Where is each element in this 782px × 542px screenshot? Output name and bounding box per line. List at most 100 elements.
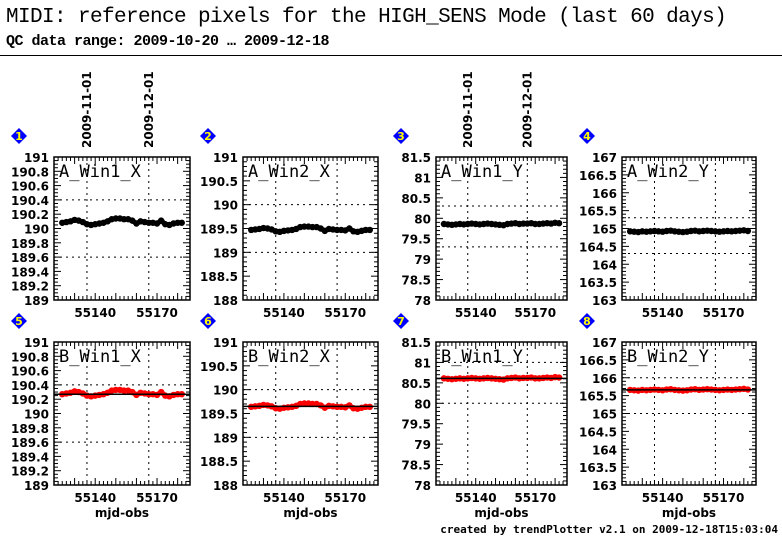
y-tick-label: 190: [213, 199, 238, 213]
plot-frame: [435, 156, 568, 301]
panel-badge-number: 3: [397, 130, 405, 143]
data-point: [555, 374, 563, 381]
x-axis-label: mjd-obs: [283, 506, 337, 520]
y-tick-label: 190.8: [11, 350, 49, 364]
badge-diamond-icon: [393, 313, 409, 329]
y-tick-label: 190: [24, 408, 49, 422]
y-tick-label: 189.8: [11, 422, 49, 436]
y-tick-label: 166: [592, 187, 617, 201]
y-tick-label: 163: [592, 479, 617, 493]
badge-diamond-icon: [200, 313, 216, 329]
y-tick-label: 188.5: [200, 270, 238, 284]
y-tick-label: 190.8: [11, 165, 49, 179]
x-tick-label: 55170: [136, 306, 178, 320]
y-tick-label: 165.5: [579, 205, 617, 219]
panel-label: A_Win2_X: [248, 162, 331, 182]
x-tick-label: 55140: [455, 306, 497, 320]
x-axis-label: mjd-obs: [474, 506, 528, 520]
y-tick-label: 80: [414, 212, 431, 226]
y-tick-label: 165: [592, 223, 617, 237]
y-tick-label: 78.5: [401, 459, 431, 473]
y-tick-label: 165.5: [579, 390, 617, 404]
y-tick-label: 188: [213, 294, 238, 308]
x-axis-label: mjd-obs: [662, 506, 716, 520]
y-tick-label: 188.5: [200, 455, 238, 469]
badge-diamond-icon: [11, 313, 27, 329]
panel-badge-number: 8: [583, 315, 591, 328]
x-tick-label: 55170: [324, 491, 366, 505]
y-tick-label: 81: [414, 171, 431, 185]
data-point: [555, 219, 563, 227]
y-tick-label: 191: [213, 336, 238, 350]
panel-label: A_Win1_Y: [441, 162, 523, 182]
panel-badge-number: 4: [583, 130, 591, 143]
y-tick-label: 190: [24, 223, 49, 237]
badge-diamond-icon: [579, 128, 595, 144]
y-tick-label: 189: [213, 246, 238, 260]
y-tick-label: 191: [24, 336, 49, 350]
panel-label: B_Win1_Y: [441, 347, 523, 367]
panel-b-win1-y: 7 78 78.5 79 79.5 80 80.5 81 81.5 55140 55170mjd-o…: [393, 313, 568, 520]
x-tick-label: 55170: [324, 306, 366, 320]
y-tick-label: 191: [213, 151, 238, 165]
panel-badge-number: 7: [397, 315, 405, 328]
panel-label: B_Win1_X: [59, 347, 142, 367]
y-tick-label: 80: [414, 397, 431, 411]
y-tick-label: 165: [592, 408, 617, 422]
y-tick-label: 189: [213, 431, 238, 445]
data-point: [744, 227, 752, 235]
y-tick-label: 189.5: [200, 223, 238, 237]
x-tick-label: 55170: [703, 306, 745, 320]
panel-label: B_Win2_Y: [627, 347, 709, 367]
y-tick-label: 189.4: [11, 265, 49, 279]
y-tick-label: 188: [213, 479, 238, 493]
badge-diamond-icon: [579, 313, 595, 329]
panel-label: A_Win1_X: [59, 162, 142, 182]
y-tick-label: 190: [213, 384, 238, 398]
date-marker-label: 2009-12-01: [142, 71, 156, 148]
y-tick-label: 163.5: [579, 276, 617, 290]
y-tick-label: 78: [414, 294, 431, 308]
badge-diamond-icon: [393, 128, 409, 144]
y-tick-label: 189.6: [11, 251, 49, 265]
panel-badge-number: 1: [15, 130, 23, 143]
y-tick-label: 189.6: [11, 436, 49, 450]
data-point: [366, 226, 374, 234]
y-tick-label: 81: [414, 356, 431, 370]
panel-b-win2-x: 6 188 188.5 189 189.5 190 190.5 191 55140 55170mj…: [200, 313, 379, 520]
y-tick-label: 190.6: [11, 365, 49, 379]
panel-badge-number: 6: [204, 315, 212, 328]
page-title: MIDI: reference pixels for the HIGH_SENS…: [6, 6, 727, 29]
y-tick-label: 164: [592, 443, 617, 457]
x-tick-label: 55140: [263, 491, 305, 505]
date-marker-label: 2009-12-01: [520, 71, 534, 148]
y-tick-label: 166: [592, 372, 617, 386]
y-tick-label: 164.5: [579, 240, 617, 254]
header-divider: [0, 55, 782, 56]
date-marker-label: 2009-11-01: [80, 71, 94, 148]
y-tick-label: 78: [414, 479, 431, 493]
panel-b-win1-x: 5189189.2189.4189.6189.8190190.2190.4190…: [11, 313, 191, 520]
y-tick-label: 189: [24, 294, 49, 308]
y-tick-label: 189.4: [11, 450, 49, 464]
x-tick-label: 55140: [455, 491, 497, 505]
y-tick-label: 166.5: [579, 169, 617, 183]
panel-label: B_Win2_X: [248, 347, 331, 367]
y-tick-label: 81.5: [401, 151, 431, 165]
panel-a-win1-x: 1 2009-11-01 2009-12-01189189.2189.4189.61…: [11, 71, 191, 320]
y-tick-label: 80.5: [401, 377, 431, 391]
y-tick-label: 167: [592, 336, 617, 350]
y-tick-label: 78.5: [401, 274, 431, 288]
panel-badge-number: 2: [204, 130, 212, 143]
x-tick-label: 55170: [514, 491, 556, 505]
y-tick-label: 189.8: [11, 237, 49, 251]
x-tick-label: 55170: [136, 491, 178, 505]
panel-a-win2-y: 4 163 163.5 164 164.5 165 165.5 166 166.5 167 5514…: [579, 128, 757, 320]
panel-badge-number: 5: [15, 315, 23, 328]
y-tick-label: 167: [592, 151, 617, 165]
panel-a-win2-x: 2 188 188.5 189 189.5 190 190.5 191 55140 55170 A_…: [200, 128, 379, 320]
badge-diamond-icon: [200, 128, 216, 144]
x-tick-label: 55170: [514, 306, 556, 320]
panel-a-win1-y: 3 2009-11-01 2009-12-01 78 78.5 79 79.5 80 80.5 8…: [393, 71, 568, 320]
